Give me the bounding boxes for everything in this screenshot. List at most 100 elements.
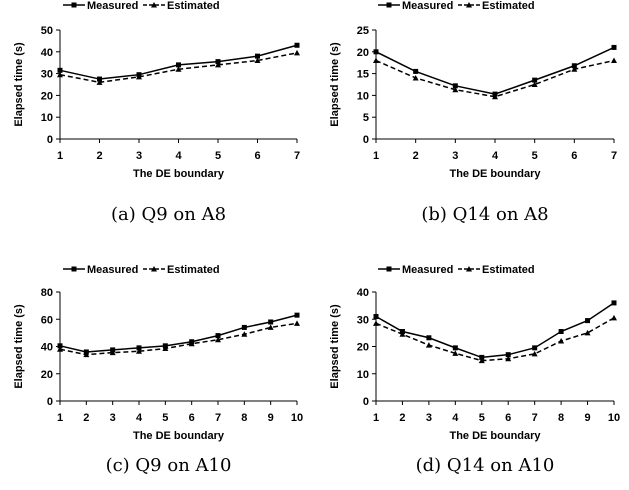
x-tick-label: 7: [215, 412, 221, 424]
x-tick-label: 1: [57, 412, 63, 424]
x-tick-label: 1: [57, 150, 63, 162]
data-point-estimated: [136, 73, 142, 80]
legend-label-estimated: Estimated: [482, 0, 535, 12]
legend-marker-measured: [71, 2, 77, 8]
series-line-estimated: [59, 322, 298, 356]
data-point-estimated: [478, 357, 485, 364]
x-tick-label: 5: [162, 412, 168, 424]
x-tick-label: 7: [294, 150, 300, 162]
data-point-estimated: [452, 86, 459, 93]
chart-caption: (c) Q9 on A10: [106, 455, 232, 476]
data-point-estimated: [611, 314, 617, 321]
series-line-measured: [375, 46, 615, 95]
data-point-estimated: [57, 346, 63, 352]
legend-marker-measured: [386, 266, 392, 272]
data-point-estimated: [558, 338, 565, 344]
y-tick-label: 30: [357, 314, 369, 326]
y-tick-label: 40: [357, 287, 369, 299]
legend-label-measured: Measured: [87, 0, 138, 12]
x-tick-label: 6: [189, 412, 195, 424]
data-point-estimated: [109, 349, 116, 356]
data-point-estimated: [136, 348, 142, 354]
x-tick-label: 4: [452, 412, 459, 424]
data-point-estimated: [452, 350, 459, 356]
x-tick-label: 1: [373, 150, 379, 162]
data-point-estimated: [57, 71, 63, 78]
data-point-measured: [571, 63, 577, 69]
y-tick-label: 15: [357, 69, 369, 81]
data-point-estimated: [241, 331, 248, 337]
data-point-estimated: [267, 324, 274, 330]
chart-1: 0 5 10 15 20 25 1 2 3 4 5 6 7 The DE boundary Elapsed …: [329, 0, 617, 225]
data-point-measured: [373, 49, 379, 55]
series-line-measured: [59, 314, 298, 353]
y-tick-label: 0: [363, 396, 369, 408]
legend-label-measured: Measured: [402, 264, 453, 276]
data-point-estimated: [373, 57, 379, 64]
data-point-measured: [57, 343, 63, 349]
data-point-measured: [241, 324, 247, 330]
y-tick-label: 20: [357, 342, 369, 354]
y-tick-label: 50: [41, 25, 53, 37]
data-point-measured: [452, 83, 458, 89]
x-tick-label: 5: [532, 150, 538, 162]
y-axis-title: Elapsed time (s): [329, 304, 341, 389]
y-axis-title: Elapsed time (s): [13, 42, 25, 127]
data-point-estimated: [531, 81, 538, 87]
legend-label-measured: Measured: [402, 0, 453, 12]
series-line-estimated: [375, 317, 615, 362]
data-point-estimated: [83, 351, 90, 358]
legend-marker-measured: [71, 266, 77, 272]
y-tick-label: 60: [41, 314, 53, 326]
y-tick-label: 20: [41, 90, 53, 102]
data-point-measured: [413, 68, 419, 74]
x-tick-label: 6: [571, 150, 577, 162]
y-tick-label: 0: [47, 396, 53, 408]
x-tick-label: 1: [373, 412, 379, 424]
legend-marker-estimated: [151, 2, 157, 8]
y-tick-label: 5: [363, 112, 369, 124]
data-point-measured: [136, 345, 142, 351]
data-point-estimated: [162, 345, 169, 352]
y-axis-title: Elapsed time (s): [13, 304, 25, 389]
series-line-measured: [375, 302, 615, 359]
legend-label-estimated: Estimated: [482, 264, 535, 276]
chart-0: 0 10 20 30 40 50 1 2 3 4 5 6 7 The DE boundary Elapsed…: [13, 0, 300, 225]
legend-marker-measured: [386, 2, 392, 8]
y-tick-label: 0: [363, 134, 369, 146]
legend-marker-estimated: [466, 266, 472, 272]
data-point-estimated: [294, 49, 300, 56]
data-point-measured: [505, 352, 511, 358]
data-point-estimated: [412, 74, 419, 81]
x-tick-label: 10: [608, 412, 620, 424]
x-tick-label: 3: [110, 412, 116, 424]
y-tick-label: 20: [357, 47, 369, 59]
y-tick-label: 10: [357, 90, 369, 102]
data-point-measured: [558, 329, 564, 335]
legend-label-estimated: Estimated: [167, 0, 220, 12]
chart-3: 0 10 20 30 40 1 2 3 4 5 6 7 8 9 10 The DE boundary Elaps…: [329, 264, 620, 476]
data-point-measured: [97, 76, 102, 82]
x-tick-label: 2: [413, 150, 419, 162]
data-point-estimated: [492, 93, 498, 100]
y-tick-label: 10: [357, 369, 369, 381]
y-tick-label: 10: [41, 112, 53, 124]
data-point-measured: [294, 312, 300, 318]
chart-caption: (d) Q14 on A10: [416, 455, 555, 476]
data-point-measured: [611, 44, 617, 50]
x-tick-label: 2: [96, 150, 102, 162]
data-point-estimated: [188, 340, 195, 347]
data-point-measured: [57, 67, 63, 73]
y-axis-title: Elapsed time (s): [329, 42, 341, 127]
data-point-measured: [611, 300, 617, 306]
x-tick-label: 6: [505, 412, 511, 424]
x-axis-title: The DE boundary: [449, 168, 541, 180]
legend-marker-estimated: [151, 266, 157, 272]
x-tick-label: 7: [532, 412, 538, 424]
data-point-measured: [215, 59, 221, 65]
series-line-estimated: [375, 59, 615, 98]
data-point-measured: [479, 354, 485, 360]
x-tick-label: 2: [399, 412, 405, 424]
data-point-estimated: [425, 342, 432, 348]
